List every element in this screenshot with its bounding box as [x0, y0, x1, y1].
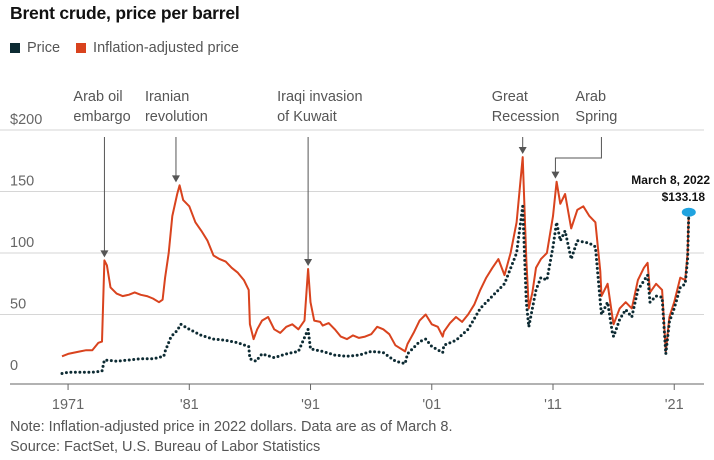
annotation-arrowhead-1 — [171, 175, 180, 183]
annotation-1: Iranian revolution — [145, 89, 208, 183]
y-tick-label-1: 50 — [10, 297, 26, 313]
legend-item-inflation-adjusted: Inflation-adjusted price — [76, 40, 239, 56]
x-tick-label-4: '11 — [544, 397, 562, 413]
annotation-arrowhead-3 — [518, 147, 527, 155]
x-tick-label-0: 1971 — [52, 397, 84, 413]
annotation-label-2-1: of Kuwait — [277, 109, 337, 125]
annotation-arrowhead-2 — [304, 258, 313, 266]
annotation-3: Great Recession — [492, 89, 560, 155]
series-line-inflation-adjusted-price — [61, 156, 690, 358]
x-tick-label-1: '81 — [180, 397, 199, 413]
annotation-label-3-0: Great — [492, 89, 528, 105]
x-tick-label-3: '01 — [422, 397, 441, 413]
annotation-label-4-1: Spring — [575, 109, 617, 125]
annotation-label-0-0: Arab oil — [73, 89, 122, 105]
annotation-connector-4 — [554, 137, 602, 174]
annotation-4: Arab Spring — [551, 89, 617, 179]
callout-date: March 8, 2022 — [631, 173, 710, 187]
annotation-0: Arab oil embargo — [73, 89, 131, 258]
footnote-note: Note: Inflation-adjusted price in 2022 d… — [10, 419, 453, 435]
annotation-2: Iraqi invasion of Kuwait — [277, 89, 363, 266]
callout-marker — [681, 207, 696, 217]
annotation-label-3-1: Recession — [492, 109, 560, 125]
series-line-price — [60, 204, 691, 375]
y-tick-label-3: 150 — [10, 174, 34, 190]
legend-label-price: Price — [27, 40, 61, 56]
x-tick-label-2: '91 — [301, 397, 320, 413]
legend-swatch-price — [10, 43, 20, 53]
annotation-label-0-1: embargo — [73, 109, 130, 125]
annotation-label-1-1: revolution — [145, 109, 208, 125]
legend-item-price: Price — [10, 40, 60, 56]
y-tick-label-4: $200 — [10, 112, 42, 128]
y-tick-label-2: 100 — [10, 235, 34, 251]
annotation-arrowhead-0 — [100, 250, 109, 258]
footnote-source: Source: FactSet, U.S. Bureau of Labor St… — [10, 439, 321, 455]
footnote: Note: Inflation-adjusted price in 2022 d… — [10, 417, 453, 457]
annotation-label-1-0: Iranian — [145, 89, 189, 105]
chart-title: Brent crude, price per barrel — [10, 3, 240, 23]
y-tick-label-0: 0 — [10, 358, 18, 374]
legend-label-inflation-adjusted: Inflation-adjusted price — [93, 40, 239, 56]
legend: Price Inflation-adjusted price — [10, 40, 255, 56]
x-tick-label-5: '21 — [665, 397, 684, 413]
callout-value: $133.18 — [662, 190, 706, 204]
annotation-arrowhead-4 — [551, 171, 560, 179]
annotation-label-2-0: Iraqi invasion — [277, 89, 362, 105]
annotation-label-4-0: Arab — [575, 89, 606, 105]
legend-swatch-inflation-adjusted — [76, 43, 87, 53]
